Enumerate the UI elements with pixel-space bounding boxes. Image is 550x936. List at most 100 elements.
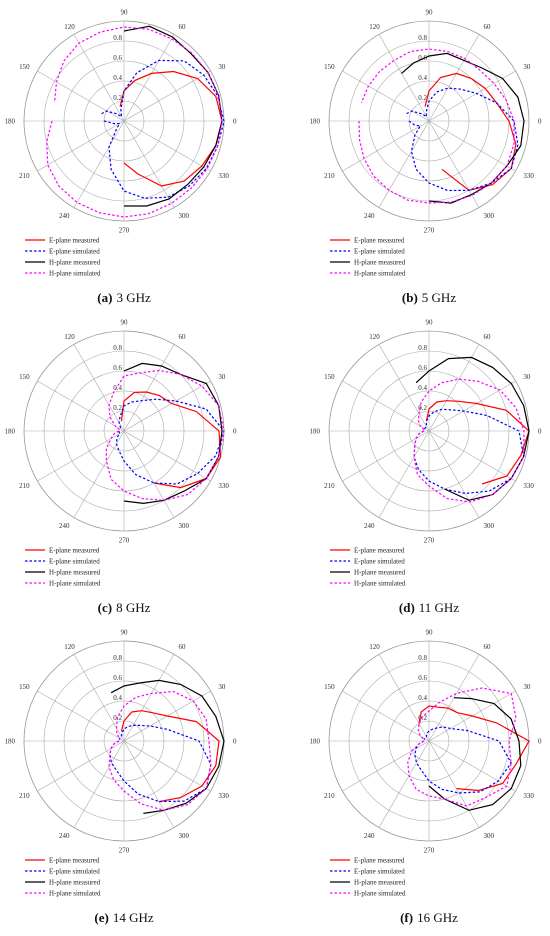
caption-text: 16 GHz xyxy=(417,910,458,925)
angular-tick-label: 210 xyxy=(324,792,335,800)
radial-tick-label: 0.8 xyxy=(113,34,122,42)
legend-label: H-plane simulated xyxy=(354,890,406,898)
radial-tick-label: 0.4 xyxy=(418,74,427,82)
legend-label: E-plane simulated xyxy=(49,558,100,566)
angular-grid-line xyxy=(73,430,125,518)
angular-grid-line xyxy=(73,654,125,742)
series-line xyxy=(110,679,225,814)
legend-label: E-plane simulated xyxy=(49,868,100,876)
legend-label: H-plane measured xyxy=(49,879,101,887)
series-line xyxy=(401,52,525,204)
angular-tick-label: 210 xyxy=(324,172,335,180)
caption-text: 8 GHz xyxy=(116,600,151,615)
angular-tick-label: 0 xyxy=(538,118,542,126)
polar-chart: 0.20.40.60.80306090120150180210240270300… xyxy=(310,319,543,616)
radial-tick-label: 0.6 xyxy=(113,54,122,62)
angular-tick-label: 240 xyxy=(364,832,375,840)
caption: (e) 14 GHz xyxy=(94,910,153,925)
caption: (f) 16 GHz xyxy=(400,910,458,925)
angular-grid-line xyxy=(37,120,125,172)
angular-grid-line xyxy=(123,120,211,172)
angular-grid-line xyxy=(342,690,430,742)
angular-grid-line xyxy=(73,344,125,432)
angular-tick-label: 300 xyxy=(484,522,495,530)
angular-tick-label: 240 xyxy=(59,522,70,530)
angular-tick-label: 0 xyxy=(538,428,542,436)
radial-tick-label: 0.4 xyxy=(418,384,427,392)
angular-tick-label: 330 xyxy=(218,482,229,490)
angular-grid-line xyxy=(378,120,430,208)
legend-label: H-plane simulated xyxy=(354,270,406,278)
angular-tick-label: 90 xyxy=(121,629,129,637)
caption: (d) 11 GHz xyxy=(399,600,459,615)
angular-tick-label: 120 xyxy=(369,23,380,31)
series-line xyxy=(108,690,212,811)
angular-tick-label: 270 xyxy=(119,227,130,235)
legend-label: E-plane measured xyxy=(49,547,100,555)
polar-chart: 0.20.40.60.80306090120150180210240270300… xyxy=(5,629,238,926)
angular-tick-label: 30 xyxy=(523,373,531,381)
angular-grid-line xyxy=(428,34,480,122)
legend-label: E-plane measured xyxy=(354,547,405,555)
angular-tick-label: 0 xyxy=(233,118,237,126)
angular-grid-line xyxy=(342,740,430,792)
radial-tick-label: 0.6 xyxy=(113,364,122,372)
angular-grid-line xyxy=(428,654,480,742)
radial-tick-label: 0.4 xyxy=(418,694,427,702)
series-line xyxy=(413,378,525,503)
angular-tick-label: 60 xyxy=(484,23,492,31)
angular-tick-label: 60 xyxy=(484,643,492,651)
radial-tick-label: 0.8 xyxy=(113,654,122,662)
legend-label: H-plane measured xyxy=(354,879,406,887)
angular-tick-label: 0 xyxy=(233,428,237,436)
radial-tick-label: 0.2 xyxy=(418,714,427,722)
legend-label: E-plane simulated xyxy=(354,868,405,876)
angular-grid-line xyxy=(37,430,125,482)
angular-grid-line xyxy=(378,740,430,828)
angular-grid-line xyxy=(123,430,211,482)
angular-tick-label: 150 xyxy=(19,373,30,381)
radial-tick-label: 0.6 xyxy=(418,674,427,682)
angular-tick-label: 120 xyxy=(369,333,380,341)
angular-tick-label: 300 xyxy=(484,832,495,840)
angular-tick-label: 120 xyxy=(64,23,75,31)
angular-tick-label: 180 xyxy=(5,118,16,126)
angular-tick-label: 60 xyxy=(179,333,187,341)
legend-label: H-plane measured xyxy=(49,569,101,577)
radial-tick-label: 0.8 xyxy=(113,344,122,352)
angular-tick-label: 180 xyxy=(310,428,321,436)
legend-label: H-plane simulated xyxy=(49,270,101,278)
angular-tick-label: 30 xyxy=(218,683,226,691)
angular-grid-line xyxy=(37,70,125,122)
angular-tick-label: 300 xyxy=(179,832,190,840)
series-line xyxy=(119,70,223,187)
series-line xyxy=(123,362,223,505)
caption-text: 14 GHz xyxy=(113,910,154,925)
angular-tick-label: 210 xyxy=(324,482,335,490)
angular-grid-line xyxy=(428,430,480,518)
angular-tick-label: 210 xyxy=(19,482,30,490)
angular-tick-label: 270 xyxy=(119,847,130,855)
angular-tick-label: 270 xyxy=(119,537,130,545)
angular-grid-line xyxy=(428,120,480,208)
caption-label: (b) xyxy=(402,290,418,305)
angular-tick-label: 90 xyxy=(426,629,434,637)
angular-tick-label: 300 xyxy=(179,212,190,220)
angular-grid-line xyxy=(37,690,125,742)
angular-grid-line xyxy=(428,344,480,432)
series-line xyxy=(404,87,519,192)
angular-grid-line xyxy=(123,430,175,518)
angular-grid-line xyxy=(378,430,430,518)
series-line xyxy=(99,59,225,199)
angular-grid-line xyxy=(342,120,430,172)
angular-tick-label: 330 xyxy=(523,792,534,800)
series-line xyxy=(109,724,212,803)
legend-label: H-plane measured xyxy=(354,569,406,577)
legend-label: H-plane simulated xyxy=(354,580,406,588)
angular-tick-label: 150 xyxy=(19,63,30,71)
angular-tick-label: 330 xyxy=(218,172,229,180)
angular-tick-label: 90 xyxy=(426,319,434,327)
angular-tick-label: 60 xyxy=(179,643,187,651)
angular-grid-line xyxy=(428,70,516,122)
